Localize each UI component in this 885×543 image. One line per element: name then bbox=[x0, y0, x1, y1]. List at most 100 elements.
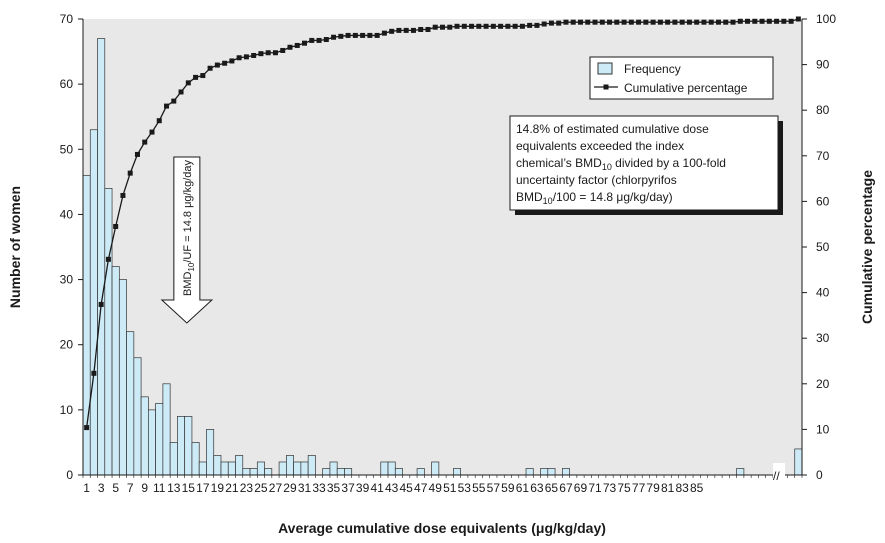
y-left-tick-label: 0 bbox=[66, 468, 73, 482]
y-left-tick-label: 50 bbox=[60, 142, 74, 156]
x-tick-label: 39 bbox=[356, 481, 370, 495]
x-tick-label: 13 bbox=[167, 481, 181, 495]
cumulative-marker bbox=[607, 19, 613, 25]
cumulative-marker bbox=[287, 44, 293, 50]
y-left-tick-label: 10 bbox=[60, 403, 74, 417]
cumulative-marker bbox=[759, 18, 765, 24]
x-tick-label: 41 bbox=[370, 481, 384, 495]
cumulative-marker bbox=[556, 20, 562, 26]
y-right-tick-label: 60 bbox=[816, 194, 830, 208]
frequency-bar bbox=[264, 468, 273, 476]
note-line-2: equivalents exceeded the index bbox=[516, 139, 684, 153]
cumulative-marker bbox=[614, 19, 620, 25]
y-right-tick-label: 70 bbox=[816, 149, 830, 163]
frequency-bar bbox=[118, 279, 127, 476]
cumulative-marker bbox=[156, 118, 162, 124]
cumulative-marker bbox=[745, 18, 751, 24]
cumulative-marker bbox=[795, 16, 801, 22]
cumulative-marker bbox=[527, 22, 533, 28]
note-line-4: uncertainty factor (chlorpyrifos bbox=[516, 173, 677, 187]
note-line-5: BMD10/100 = 14.8 μg/kg/day) bbox=[516, 190, 673, 206]
y-axis-right-title: Cumulative percentage bbox=[859, 170, 875, 324]
cumulative-marker bbox=[708, 19, 714, 25]
x-tick-label: 51 bbox=[443, 481, 457, 495]
cumulative-marker bbox=[280, 47, 286, 53]
cumulative-marker bbox=[265, 50, 271, 56]
axis-break-marker: // bbox=[773, 469, 780, 483]
cumulative-marker bbox=[534, 22, 540, 28]
cumulative-marker bbox=[483, 23, 489, 29]
cumulative-marker bbox=[440, 24, 445, 30]
legend-box bbox=[589, 56, 774, 100]
x-tick-label: 3 bbox=[98, 481, 105, 495]
cumulative-line-group bbox=[84, 16, 801, 431]
x-tick-label: 21 bbox=[225, 481, 239, 495]
cumulative-marker bbox=[752, 18, 758, 24]
frequency-bar bbox=[431, 461, 440, 476]
frequency-bar bbox=[97, 38, 106, 476]
x-tick-label: 19 bbox=[211, 481, 225, 495]
cumulative-marker bbox=[360, 32, 366, 38]
cumulative-marker bbox=[294, 42, 300, 48]
x-tick-label: 79 bbox=[646, 481, 660, 495]
y-left-tick-label: 60 bbox=[60, 77, 74, 91]
cumulative-marker bbox=[403, 27, 409, 33]
cumulative-marker bbox=[381, 30, 387, 36]
legend-frequency-label: Frequency bbox=[624, 62, 681, 76]
bmd-arrow-annotation: BMD10/UF = 14.8 μg/kg/day bbox=[160, 156, 214, 324]
x-tick-label: 43 bbox=[385, 481, 399, 495]
frequency-bar bbox=[177, 416, 186, 476]
cumulative-marker bbox=[91, 370, 97, 376]
y-left-tick-label: 20 bbox=[60, 338, 74, 352]
cumulative-marker bbox=[105, 256, 111, 262]
x-tick-label: 53 bbox=[458, 481, 472, 495]
y-right-tick-label: 90 bbox=[816, 58, 830, 72]
cumulative-marker bbox=[657, 19, 663, 25]
cumulative-marker bbox=[563, 19, 569, 25]
x-tick-label: 9 bbox=[141, 481, 148, 495]
cumulative-marker bbox=[127, 170, 133, 176]
frequency-bar bbox=[256, 461, 265, 476]
cumulative-marker bbox=[505, 23, 511, 29]
frequency-bar bbox=[104, 188, 113, 476]
cumulative-marker bbox=[715, 19, 721, 25]
frequency-bar bbox=[249, 468, 258, 476]
cumulative-marker bbox=[541, 21, 547, 27]
axis-break-mask bbox=[773, 463, 785, 487]
frequency-bar bbox=[133, 357, 142, 476]
cumulative-marker bbox=[98, 301, 104, 307]
legend-cumulative-marker bbox=[603, 84, 609, 90]
note-box: 14.8% of estimated cumulative dose equiv… bbox=[509, 115, 783, 215]
bmd-arrow-label-rest: /UF = 14.8 μg/kg/day bbox=[182, 159, 194, 262]
cumulative-marker bbox=[432, 24, 438, 30]
cumulative-marker bbox=[512, 23, 518, 29]
frequency-bar bbox=[213, 455, 222, 476]
x-tick-label: 7 bbox=[127, 481, 134, 495]
cumulative-marker bbox=[766, 18, 772, 24]
cumulative-marker bbox=[243, 54, 249, 60]
cumulative-marker bbox=[672, 19, 678, 25]
cumulative-marker bbox=[389, 28, 395, 34]
cumulative-marker bbox=[345, 32, 351, 38]
cumulative-marker bbox=[425, 26, 431, 32]
cumulative-marker bbox=[113, 223, 119, 229]
bmd-arrow-label: BMD10/UF = 14.8 μg/kg/day bbox=[182, 159, 196, 296]
x-tick-label: 49 bbox=[429, 481, 443, 495]
cumulative-marker bbox=[788, 18, 794, 24]
frequency-bar bbox=[307, 455, 316, 476]
y-right-tick-label: 80 bbox=[816, 103, 830, 117]
x-tick-label: 63 bbox=[530, 481, 544, 495]
x-tick-label: 23 bbox=[240, 481, 254, 495]
cumulative-marker bbox=[469, 23, 475, 29]
frequency-bar bbox=[162, 383, 171, 476]
cumulative-marker bbox=[737, 18, 743, 24]
cumulative-marker bbox=[164, 103, 170, 109]
frequency-bar bbox=[380, 461, 389, 476]
y-right-tick-label: 0 bbox=[816, 468, 823, 482]
x-tick-label: 65 bbox=[545, 481, 559, 495]
frequency-bar bbox=[540, 468, 549, 476]
y-axis-left-title: Number of women bbox=[7, 186, 23, 308]
x-tick-label: 35 bbox=[327, 481, 341, 495]
cumulative-marker bbox=[84, 425, 90, 431]
